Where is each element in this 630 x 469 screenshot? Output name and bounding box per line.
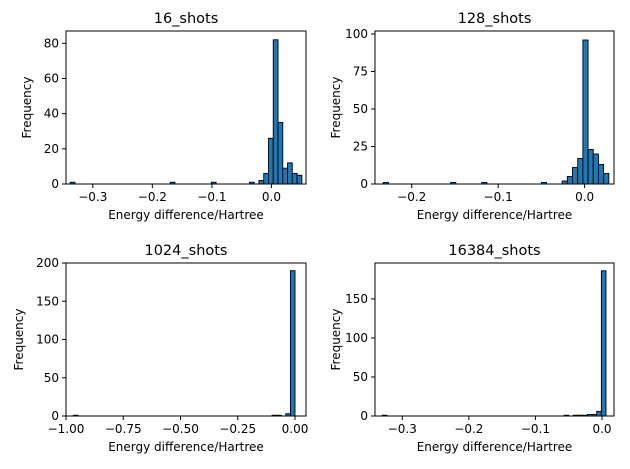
x-tick-label: −0.2: [454, 422, 483, 436]
histogram-bar: [258, 180, 265, 185]
y-tick-label: 100: [345, 331, 368, 345]
x-tick-label: −0.1: [484, 190, 513, 204]
x-tick-label: −0.1: [197, 190, 226, 204]
histogram-bar: [566, 176, 573, 185]
y-axis-label: Frequency: [12, 309, 26, 371]
subplot-title: 16_shots: [154, 11, 219, 27]
histogram-bar: [572, 167, 579, 185]
histogram-bar: [592, 153, 599, 185]
y-tick-label: 20: [44, 142, 59, 156]
x-tick-label: 0.0: [575, 190, 594, 204]
x-axis-label: Energy difference/Hartree: [417, 440, 573, 454]
histogram-bar: [600, 270, 607, 417]
histogram-bar: [282, 167, 288, 185]
y-tick-label: 25: [353, 140, 368, 154]
y-tick-label: 0: [360, 409, 368, 423]
histogram-bar: [289, 270, 296, 417]
histogram-bar: [597, 164, 605, 185]
x-tick-label: −0.2: [138, 190, 167, 204]
y-tick-label: 0: [51, 409, 59, 423]
histogram-bar: [287, 162, 293, 185]
y-tick-label: 0: [360, 177, 368, 191]
axes-frame: [65, 30, 307, 185]
histogram-bar: [596, 410, 602, 417]
histogram-bar: [582, 39, 589, 185]
y-axis-label: Frequency: [20, 77, 34, 139]
x-tick-label: −0.2: [397, 190, 426, 204]
x-tick-label: 0.0: [592, 422, 611, 436]
y-tick-label: 150: [36, 294, 59, 308]
histogram-bar: [277, 121, 284, 185]
histogram-bar: [268, 137, 274, 185]
subplot-16384-shots: −0.3 −0.2 −0.1 0.0 0 50 100 150 16384_shots Energ…: [329, 243, 615, 454]
x-axis-label: Energy difference/Hartree: [108, 440, 264, 454]
y-tick-label: 150: [345, 292, 368, 306]
y-tick-label: 50: [44, 371, 59, 385]
x-axis-label: Energy difference/Hartree: [108, 208, 264, 222]
subplot-1024-shots: −1.00 −0.75 −0.50 −0.25 0.00 0 50 100 150 200 1024…: [12, 243, 308, 454]
y-axis-label: Frequency: [329, 309, 343, 371]
histogram-bar: [603, 173, 610, 185]
y-tick-label: 200: [36, 256, 59, 270]
x-tick-label: −0.3: [78, 190, 107, 204]
y-tick-label: 75: [353, 65, 368, 79]
histogram-bar: [577, 158, 584, 185]
x-tick-label: −0.3: [388, 422, 417, 436]
y-tick-label: 100: [345, 27, 368, 41]
x-tick-label: −0.75: [105, 422, 142, 436]
subplot-title: 1024_shots: [144, 243, 227, 259]
y-tick-label: 50: [353, 102, 368, 116]
subplot-128-shots: −0.2 −0.1 0.0 0 25 50 75 100 128_shots Energy dif…: [329, 11, 615, 222]
y-axis-label: Frequency: [329, 77, 343, 139]
x-tick-label: −0.1: [521, 422, 550, 436]
histogram-bar: [587, 149, 594, 185]
x-tick-label: −0.50: [162, 422, 199, 436]
x-tick-label: 0.0: [262, 190, 281, 204]
axes-frame: [374, 30, 615, 185]
x-tick-label: −0.25: [219, 422, 256, 436]
x-axis-label: Energy difference/Hartree: [417, 208, 573, 222]
axes-frame: [374, 262, 615, 417]
histogram-bar: [291, 172, 298, 185]
subplot-16-shots: −0.3 −0.2 −0.1 0.0 0 20 40 60 80 16_shots Energy d…: [20, 11, 307, 222]
y-tick-label: 60: [44, 71, 59, 85]
y-tick-label: 80: [44, 36, 59, 50]
x-tick-label: 0.00: [282, 422, 309, 436]
subplot-title: 128_shots: [458, 11, 532, 27]
subplot-title: 16384_shots: [448, 243, 540, 259]
y-tick-label: 0: [51, 177, 59, 191]
histogram-bar: [296, 174, 303, 185]
histogram-bar: [263, 172, 269, 185]
histogram-bar: [272, 39, 279, 185]
y-tick-label: 40: [44, 107, 59, 121]
x-tick-label: −1.00: [48, 422, 85, 436]
y-tick-label: 50: [353, 370, 368, 384]
y-tick-label: 100: [36, 333, 59, 347]
